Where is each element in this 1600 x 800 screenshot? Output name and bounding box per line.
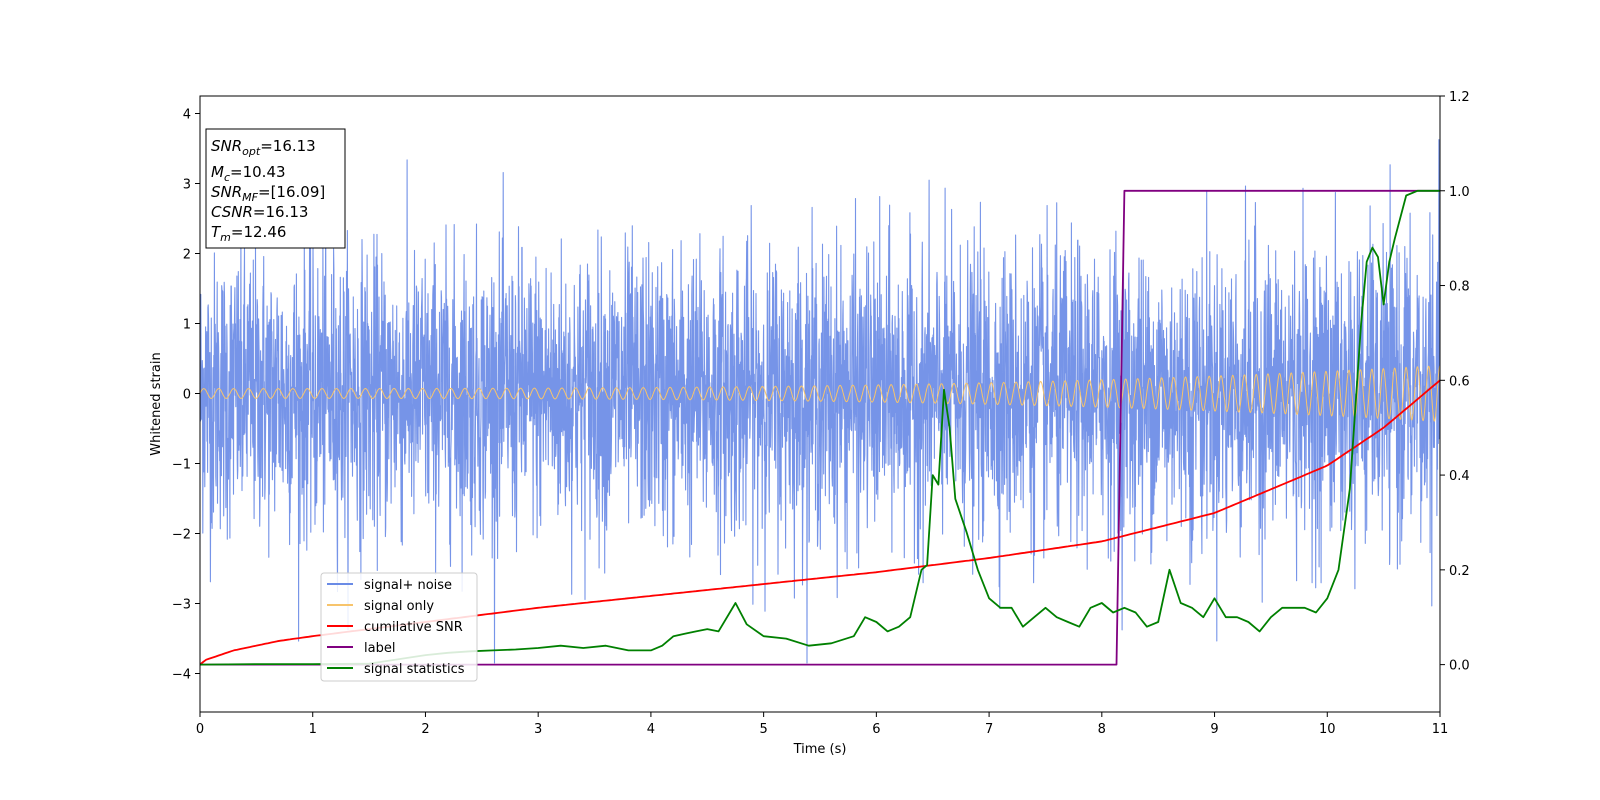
info-box: SNRopt=16.13 Mc=10.43 SNRMF=[16.09] CSNR…: [205, 128, 346, 249]
x-axis: 0 1 2 3 4 5 6 7 8 9 10 11: [196, 712, 1448, 737]
x-tick-label: 10: [1319, 722, 1336, 737]
legend-frame: [320, 572, 478, 682]
x-tick-label: 0: [196, 722, 204, 737]
x-tick-label: 1: [309, 722, 317, 737]
snr-opt-label: SNR: [211, 137, 242, 155]
x-tick-label: 5: [759, 722, 767, 737]
y2-tick-label: 0.0: [1449, 659, 1470, 674]
y-tick-label: 3: [183, 178, 191, 193]
x-axis-label: Time (s): [793, 742, 847, 757]
x-tick-label: 4: [647, 722, 655, 737]
x-tick-label: 7: [985, 722, 993, 737]
y-tick-label: 0: [183, 388, 191, 403]
y2-tick-label: 1.2: [1449, 90, 1470, 105]
y-tick-label: −4: [172, 668, 191, 683]
x-tick-label: 9: [1210, 722, 1218, 737]
x-tick-label: 8: [1098, 722, 1106, 737]
legend-entry: signal+ noise: [364, 578, 452, 593]
plot-frame: [199, 95, 1441, 713]
series-line-signal-statistics: [200, 189, 1440, 666]
legend: signal+ noise signal only cumilative SNR la…: [320, 572, 478, 682]
series-line-signal-noise: [200, 139, 1440, 664]
mc-sub: c: [224, 171, 230, 184]
y-axis-label: Whitened strain: [149, 352, 164, 455]
y2-tick-label: 0.4: [1449, 469, 1470, 484]
tm-sub: m: [220, 231, 231, 244]
y-axis-right: 1.2 1.0 0.8 0.6 0.4 0.2 0.0: [1440, 90, 1470, 674]
snr-opt-sub: opt: [242, 145, 261, 158]
mc-label: M: [211, 163, 224, 181]
y-tick-label: 2: [183, 248, 191, 263]
x-tick-label: 6: [872, 722, 880, 737]
info-box-frame: [205, 128, 346, 249]
y-tick-label: −1: [172, 458, 191, 473]
tm-value: =12.46: [231, 223, 287, 241]
tm-text: Tm=12.46: [211, 223, 286, 244]
y2-tick-label: 0.6: [1449, 374, 1470, 389]
x-tick-label: 11: [1432, 722, 1449, 737]
legend-entry: label: [364, 641, 395, 656]
x-tick-label: 2: [421, 722, 429, 737]
x-tick-label: 3: [534, 722, 542, 737]
csnr-text: CSNR=16.13: [211, 203, 308, 221]
y2-tick-label: 0.8: [1449, 280, 1470, 295]
legend-entry: signal statistics: [364, 662, 465, 677]
y-tick-label: −2: [172, 528, 191, 543]
y-axis-left: 4 3 2 1 0 −1 −2 −3 −4: [172, 108, 200, 683]
snr-opt-text: SNRopt=16.13: [211, 137, 316, 158]
legend-entry: signal only: [364, 599, 434, 614]
series-line-signal-only: [200, 365, 1440, 422]
snr-mf-text: SNRMF=[16.09]: [211, 183, 325, 204]
csnr-label: CSNR: [211, 203, 253, 221]
series-line-label: [200, 189, 1440, 666]
y2-tick-label: 0.2: [1449, 564, 1470, 579]
csnr-value: =16.13: [253, 203, 309, 221]
snr-opt-value: =16.13: [260, 137, 316, 155]
y2-tick-label: 1.0: [1449, 185, 1470, 200]
mc-text: Mc=10.43: [211, 163, 286, 184]
y-tick-label: 1: [183, 318, 191, 333]
tm-label: T: [211, 223, 222, 241]
y-tick-label: −3: [172, 598, 191, 613]
mc-value: =10.43: [230, 163, 286, 181]
snr-mf-label: SNR: [211, 183, 242, 201]
snr-mf-sub: MF: [242, 191, 258, 204]
snr-mf-value: =[16.09]: [258, 183, 325, 201]
y-tick-label: 4: [183, 108, 191, 123]
legend-entry: cumilative SNR: [364, 620, 463, 635]
